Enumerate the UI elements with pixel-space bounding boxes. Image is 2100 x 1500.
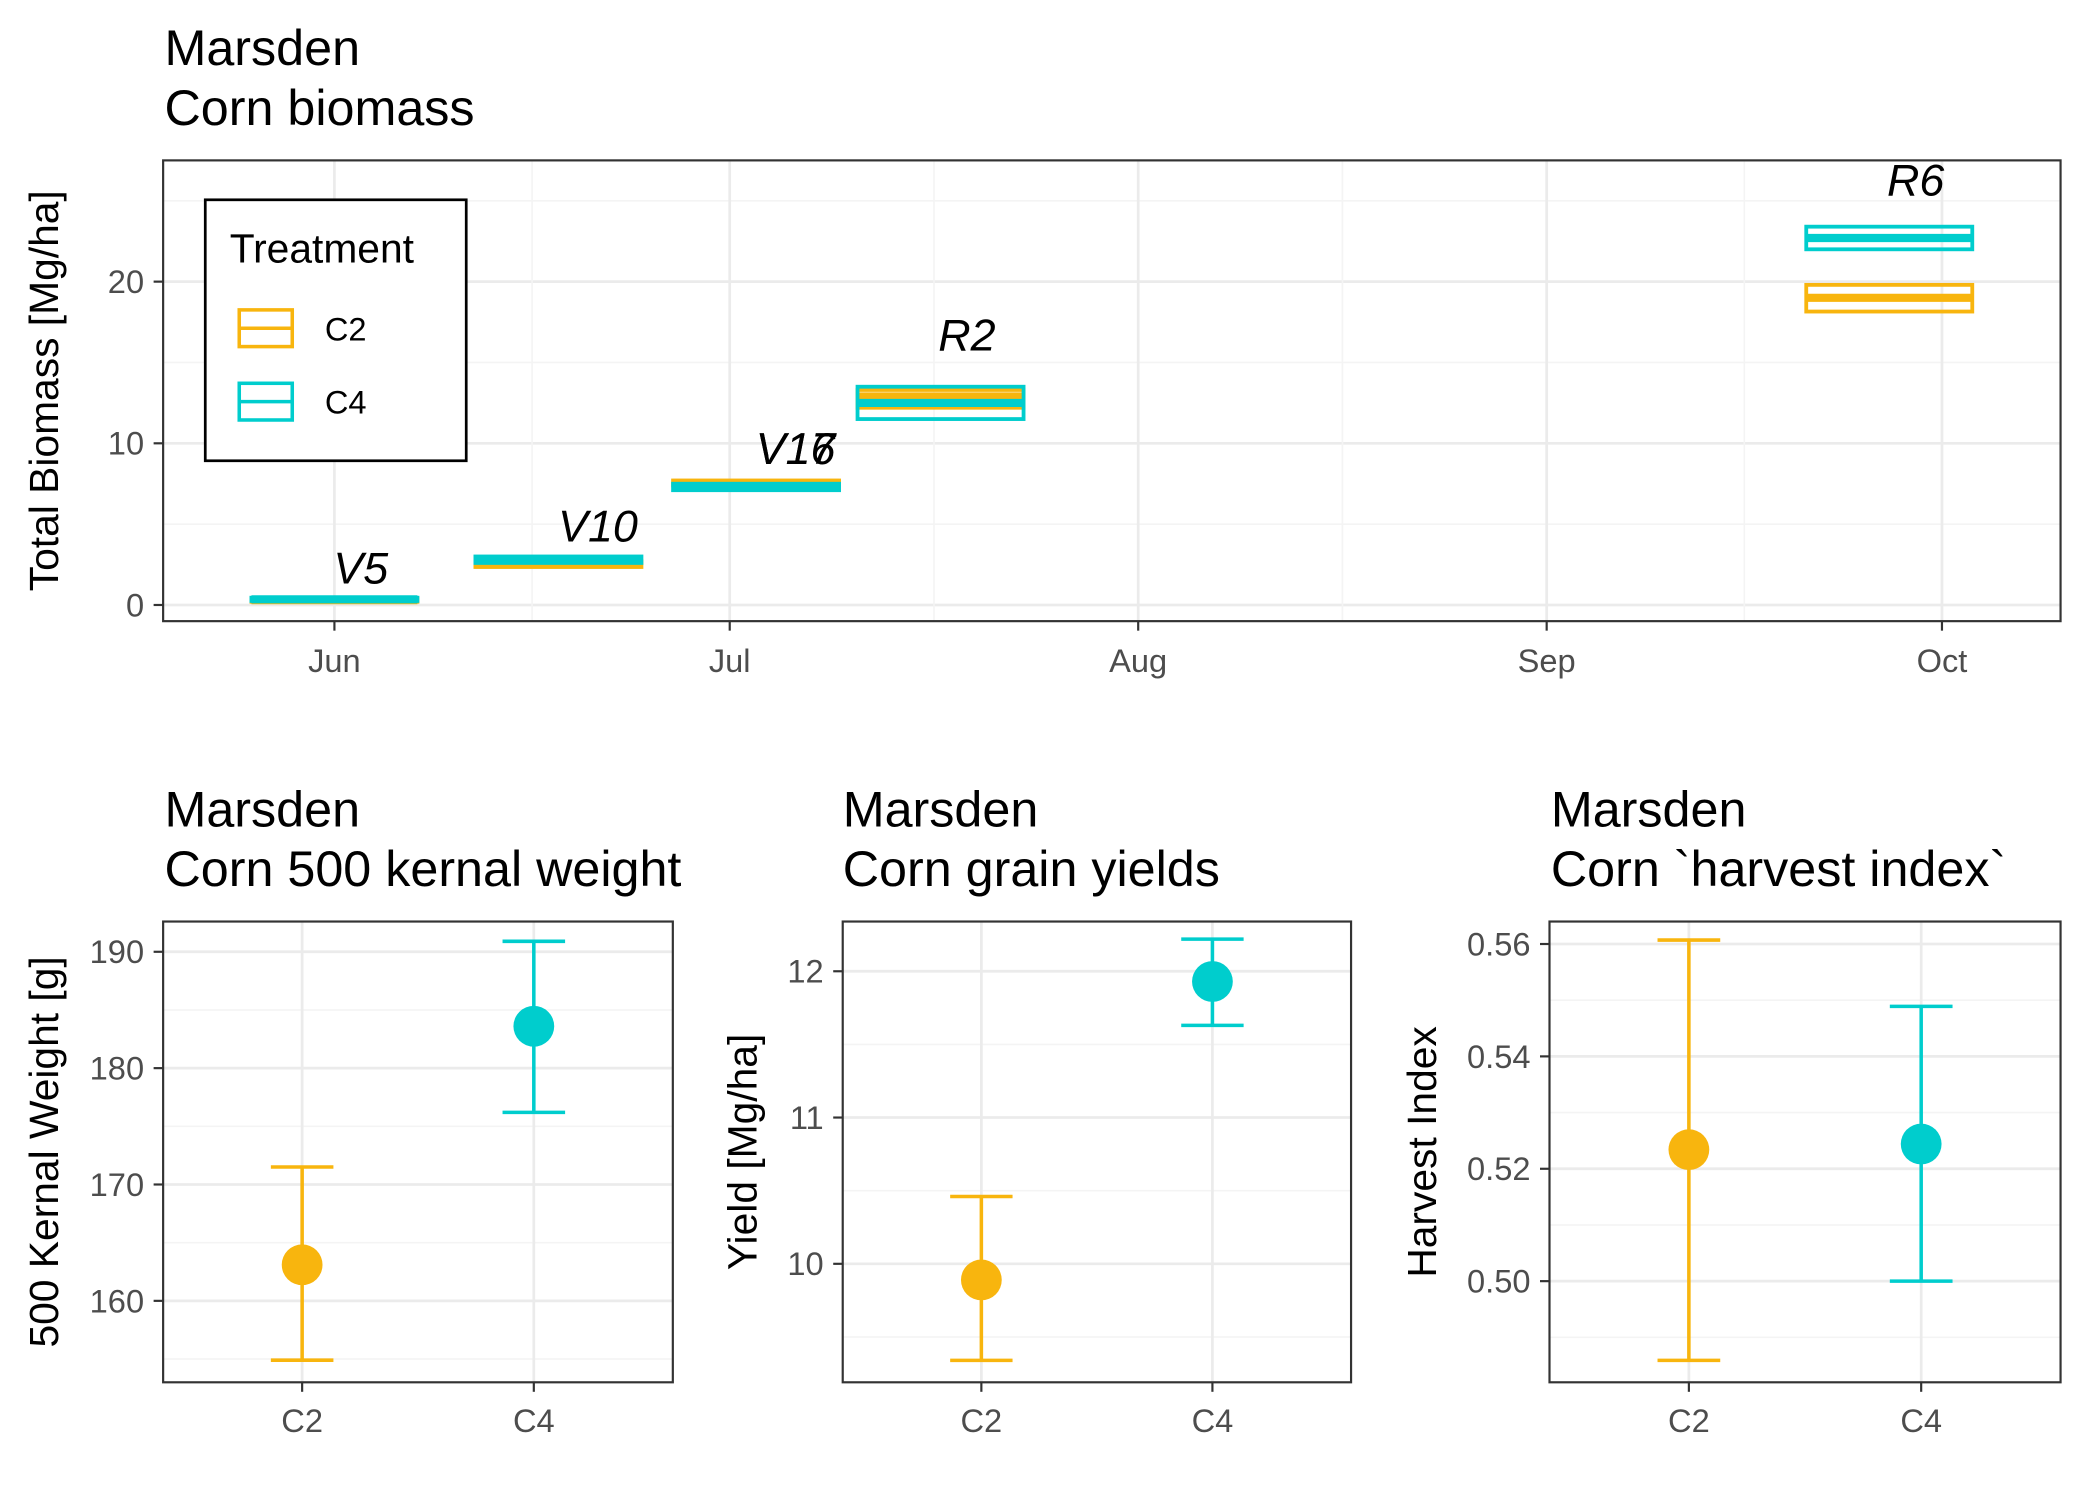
chart-subtitle: Corn grain yields xyxy=(843,840,1220,897)
chart-subtitle: Corn biomass xyxy=(164,79,474,136)
mean-point-C2 xyxy=(1668,1129,1710,1171)
y-tick-label: 0.54 xyxy=(1467,1038,1530,1075)
chart-title: Marsden xyxy=(164,19,360,76)
legend-box xyxy=(203,198,468,463)
mean-point-C2 xyxy=(960,1259,1002,1301)
y-tick-label: 190 xyxy=(90,933,144,970)
growth-stage-label: V16 xyxy=(756,423,836,474)
panel-border xyxy=(162,159,2062,623)
y-tick-label: 0 xyxy=(126,586,144,623)
y-tick-label: 0.50 xyxy=(1467,1263,1530,1300)
mean-point-C4 xyxy=(1192,961,1233,1002)
x-tick-label: Jul xyxy=(709,642,751,679)
chart-subtitle: Corn 500 kernal weight xyxy=(164,840,681,897)
growth-stage-label: V17 xyxy=(756,423,838,474)
x-tick-label: C4 xyxy=(1192,1402,1234,1439)
plot-panel xyxy=(163,921,673,1383)
plot-panel xyxy=(1549,921,2061,1383)
panel-border xyxy=(162,920,674,1384)
y-axis-title: 500 Kernal Weight [g] xyxy=(21,956,67,1347)
chart-title: Marsden xyxy=(1551,780,1747,837)
y-tick-label: 20 xyxy=(108,263,144,300)
x-tick-label: C2 xyxy=(961,1402,1003,1439)
y-tick-label: 0.52 xyxy=(1467,1150,1530,1187)
chart-title: Marsden xyxy=(843,780,1039,837)
x-tick-label: C2 xyxy=(281,1402,323,1439)
panel-border xyxy=(841,920,1353,1384)
y-tick-label: 10 xyxy=(108,425,144,462)
y-tick-label: 180 xyxy=(90,1050,144,1087)
x-tick-label: C4 xyxy=(513,1402,555,1439)
x-tick-label: Oct xyxy=(1917,642,1968,679)
x-tick-label: C2 xyxy=(1668,1402,1710,1439)
legend-label: C4 xyxy=(325,384,367,421)
y-tick-label: 0.56 xyxy=(1467,925,1530,962)
mean-point-C4 xyxy=(513,1005,555,1047)
legend-label: C2 xyxy=(325,310,367,347)
x-tick-label: Aug xyxy=(1109,642,1167,679)
y-tick-label: 12 xyxy=(787,953,823,990)
plot-panel xyxy=(842,921,1352,1383)
mean-point-C2 xyxy=(281,1244,323,1286)
panel-border xyxy=(1548,920,2062,1384)
x-tick-label: Jun xyxy=(308,642,361,679)
legend-title: Treatment xyxy=(230,225,415,271)
y-axis-title: Total Biomass [Mg/ha] xyxy=(21,190,67,591)
growth-stage-label: R2 xyxy=(938,310,995,361)
y-tick-label: 160 xyxy=(90,1282,144,1319)
y-axis-title: Harvest Index xyxy=(1399,1026,1445,1278)
chart-title: Marsden xyxy=(164,780,360,837)
y-axis-title: Yield [Mg/ha] xyxy=(719,1034,765,1270)
x-tick-label: C4 xyxy=(1900,1402,1942,1439)
y-tick-label: 10 xyxy=(787,1245,823,1282)
growth-stage-label: V5 xyxy=(333,542,389,593)
legend: Treatment C2 C4 xyxy=(203,198,468,463)
growth-stage-label: R6 xyxy=(1887,154,1944,205)
y-tick-label: 170 xyxy=(90,1166,144,1203)
mean-point-C4 xyxy=(1900,1123,1942,1165)
x-tick-label: Sep xyxy=(1518,642,1576,679)
growth-stage-label: V10 xyxy=(558,500,638,551)
y-tick-label: 11 xyxy=(790,1099,824,1136)
chart-subtitle: Corn `harvest index` xyxy=(1551,840,2006,897)
